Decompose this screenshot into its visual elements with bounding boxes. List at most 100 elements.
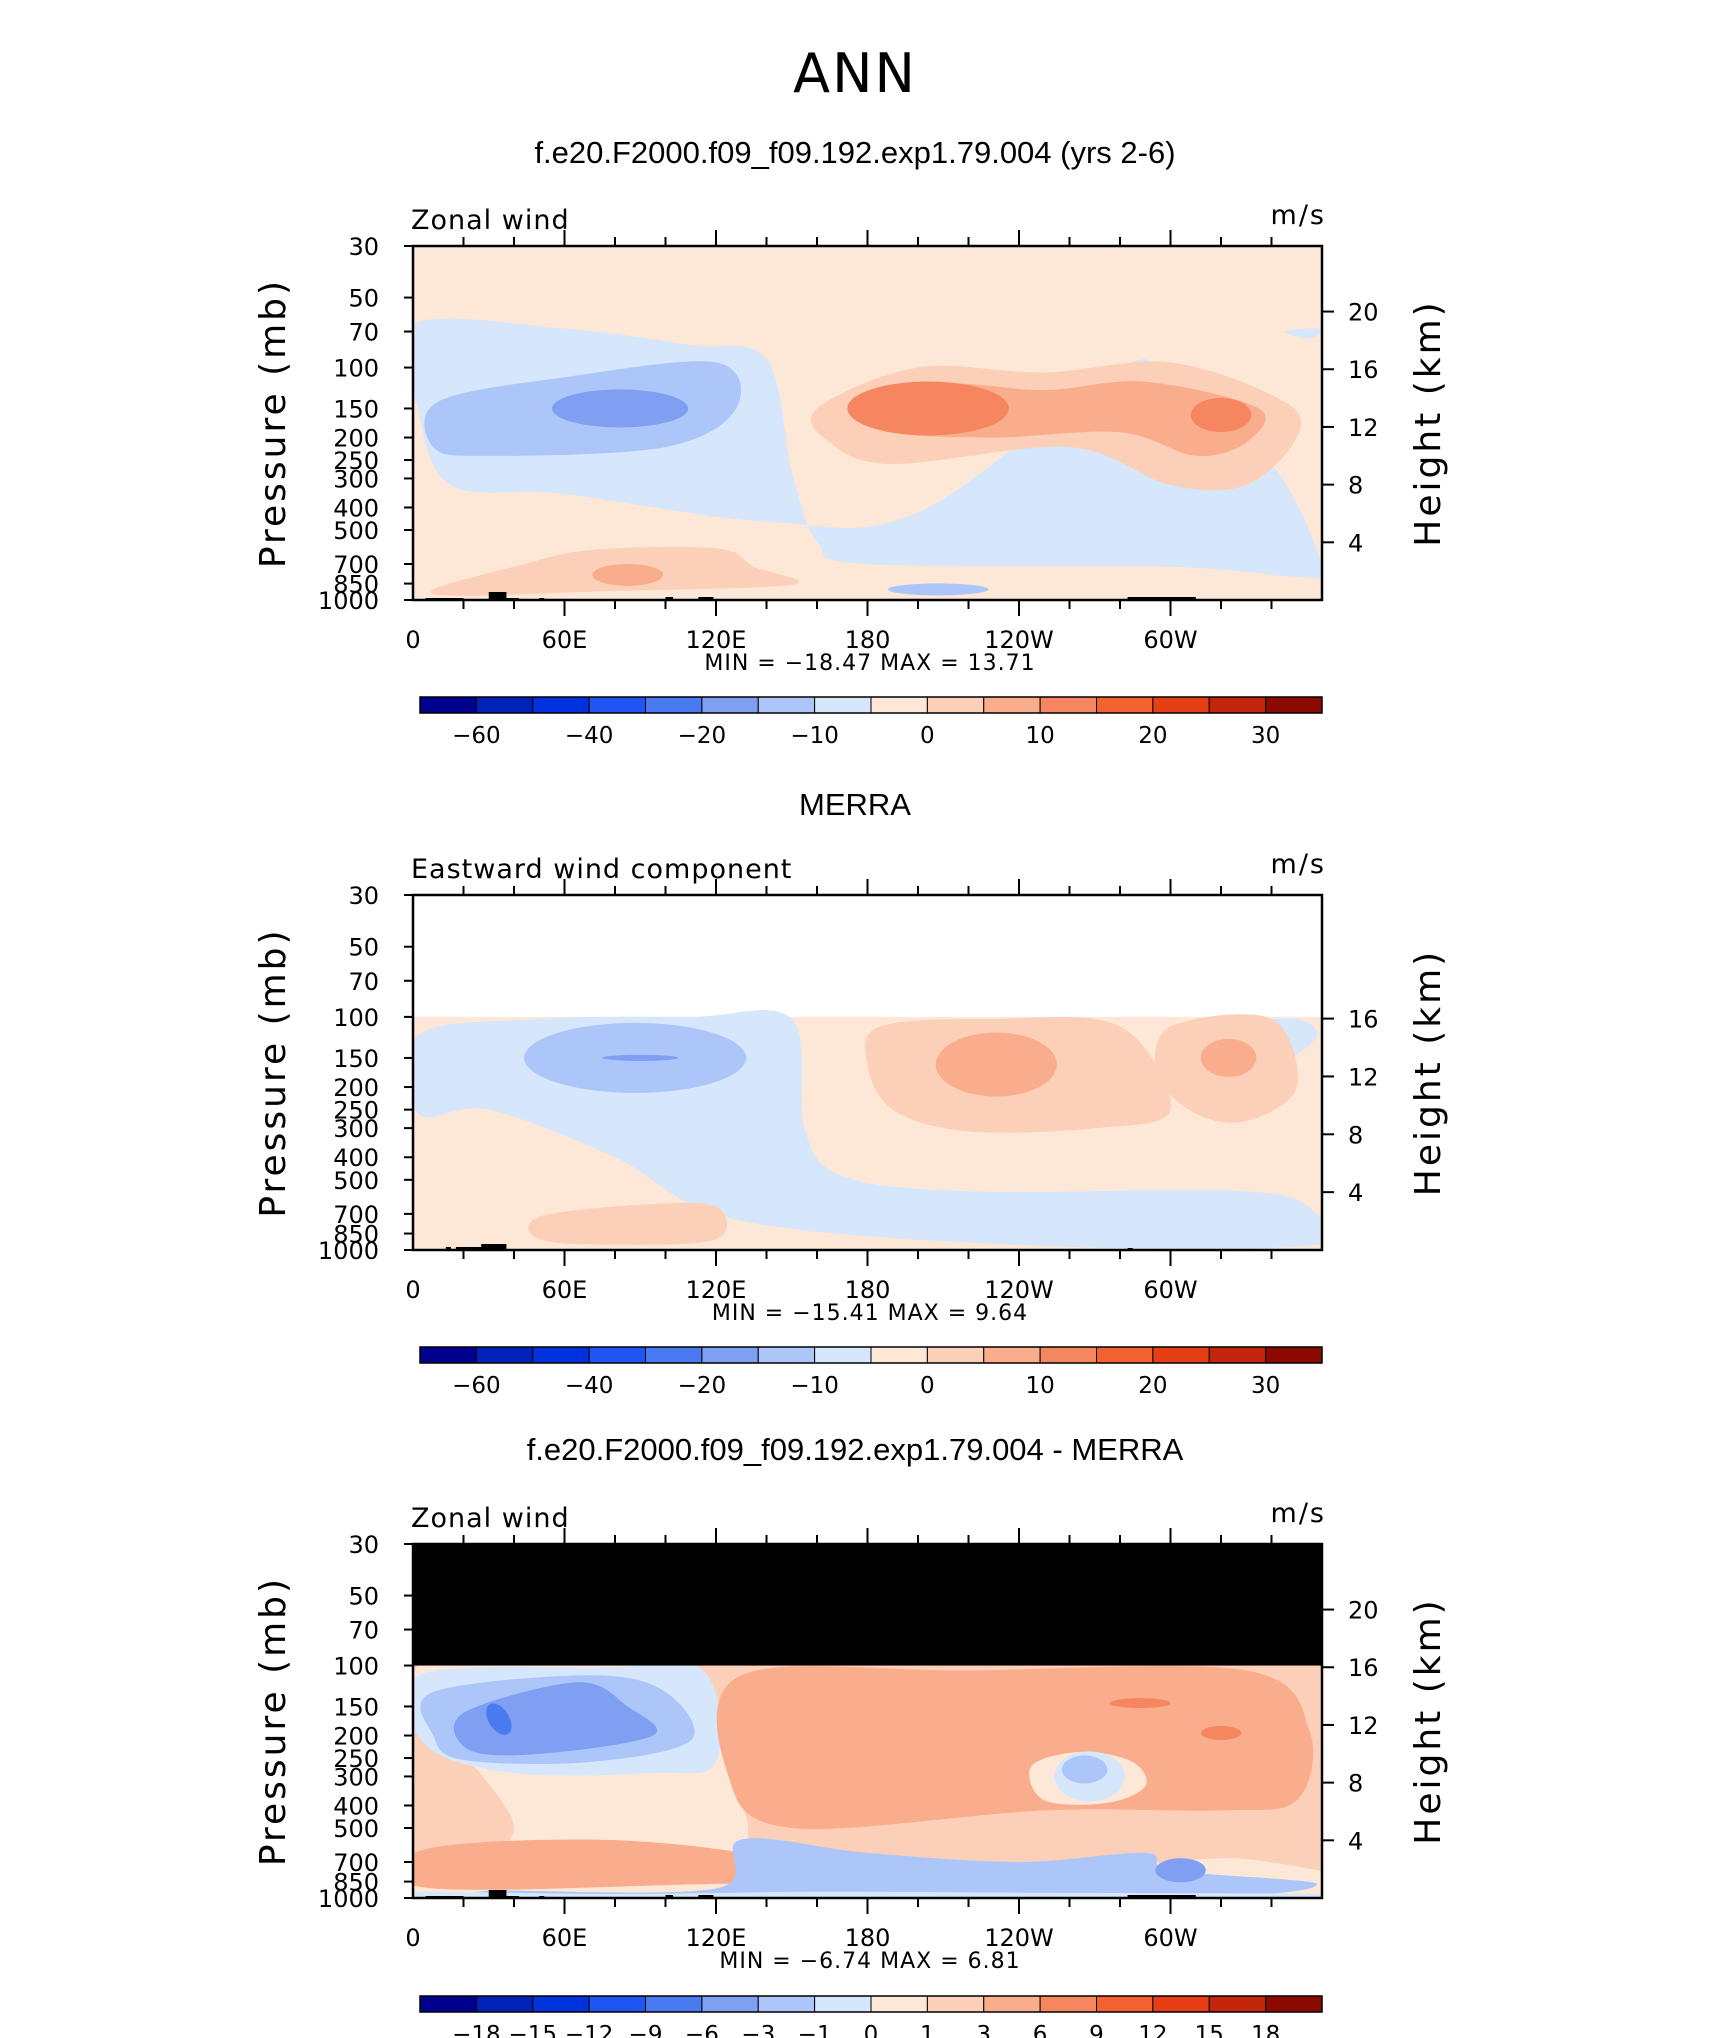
colorbar-frame xyxy=(419,1346,1323,1364)
colorbar-box xyxy=(814,1995,872,2013)
colorbar-box xyxy=(1265,1995,1323,2013)
colorbar-label: −40 xyxy=(565,1373,614,1399)
pressure-tick-label: 850 xyxy=(333,1869,379,1897)
main-title: ANN xyxy=(793,42,917,105)
x-tick-label: 0 xyxy=(405,1924,420,1952)
colorbar-box xyxy=(1039,1346,1097,1364)
chart-panel-1: f.e20.F2000.f09_f09.192.exp1.79.004 (yrs… xyxy=(253,135,1449,749)
min-max-label: MIN = −6.74 MAX = 6.81 xyxy=(719,1949,1020,1974)
min-max-label: MIN = −15.41 MAX = 9.64 xyxy=(712,1301,1028,1326)
colorbar-label: −9 xyxy=(629,2022,663,2038)
missing-region xyxy=(413,1544,1322,1666)
colorbar-box xyxy=(757,1346,816,1364)
colorbar-box xyxy=(588,1995,646,2013)
colorbar-box xyxy=(926,696,985,714)
contour-band-10-15 xyxy=(592,563,663,586)
contour-band-neg15-neg10 xyxy=(551,389,689,428)
height-tick-label: 16 xyxy=(1348,1654,1379,1682)
contour-band-neg3-neg1 xyxy=(1061,1755,1108,1784)
topography-block xyxy=(488,1890,507,1898)
colorbar-box xyxy=(419,1346,477,1364)
right-string: m/s xyxy=(1271,849,1326,880)
colorbar-frame xyxy=(419,696,1323,714)
colorbar-box xyxy=(1152,1346,1210,1364)
y-axis-label: Pressure (mb) xyxy=(253,927,294,1217)
pressure-tick-label: 100 xyxy=(333,1653,379,1681)
x-tick-label: 60E xyxy=(542,626,588,654)
panel-title: f.e20.F2000.f09_f09.192.exp1.79.004 (yrs… xyxy=(534,135,1175,170)
height-tick-label: 12 xyxy=(1348,1712,1379,1740)
colorbar-frame xyxy=(419,1995,1323,2013)
topography-block xyxy=(698,1895,714,1898)
contour-band-6-9 xyxy=(1109,1698,1171,1709)
x-tick-label: 120E xyxy=(686,1924,747,1952)
topography-block xyxy=(1127,1895,1196,1898)
colorbar-box xyxy=(1208,1346,1267,1364)
colorbar-box xyxy=(757,1995,816,2013)
pressure-tick-label: 50 xyxy=(348,1583,379,1611)
colorbar-label: 12 xyxy=(1138,2022,1167,2038)
colorbar-box xyxy=(701,696,759,714)
colorbar-box xyxy=(588,696,646,714)
topography-block xyxy=(481,1244,507,1250)
colorbar-box xyxy=(983,696,1041,714)
topography-block xyxy=(445,1247,451,1250)
missing-region xyxy=(413,895,1322,1017)
colorbar-label: 18 xyxy=(1251,2022,1280,2038)
colorbar-label: 20 xyxy=(1138,1373,1167,1399)
contour-band-10-15 xyxy=(1200,1038,1257,1077)
pressure-tick-label: 400 xyxy=(333,1144,379,1172)
colorbar-label: −1 xyxy=(798,2022,832,2038)
colorbar-label: 30 xyxy=(1251,1373,1280,1399)
pressure-tick-label: 250 xyxy=(333,1745,379,1773)
colorbar-label: −12 xyxy=(565,2022,614,2038)
y-axis-label-right: Height (km) xyxy=(1408,1597,1449,1844)
x-tick-label: 60W xyxy=(1143,1276,1197,1304)
colorbar-box xyxy=(645,1995,703,2013)
colorbar-box xyxy=(1096,1346,1154,1364)
pressure-tick-label: 500 xyxy=(333,1167,379,1195)
colorbar-label: −60 xyxy=(452,723,501,749)
contour-band-5-10 xyxy=(528,1202,728,1245)
colorbar-box xyxy=(588,1346,646,1364)
pressure-tick-label: 30 xyxy=(348,233,379,261)
left-string: Zonal wind xyxy=(411,205,570,236)
x-tick-label: 120E xyxy=(686,626,747,654)
pressure-tick-label: 1000 xyxy=(318,1885,379,1913)
pressure-tick-label: 100 xyxy=(333,355,379,383)
pressure-tick-label: 500 xyxy=(333,1815,379,1843)
colorbar-box xyxy=(1208,696,1267,714)
colorbar-box xyxy=(1096,696,1154,714)
colorbar-box xyxy=(475,1346,534,1364)
contour-band-3-6 xyxy=(413,1839,795,1890)
colorbar-label: 1 xyxy=(920,2022,935,2038)
min-max-label: MIN = −18.47 MAX = 13.71 xyxy=(704,651,1035,676)
pressure-tick-label: 850 xyxy=(333,571,379,599)
x-tick-label: 60E xyxy=(542,1276,588,1304)
colorbar-box xyxy=(983,1995,1041,2013)
colorbar-box xyxy=(870,696,928,714)
colorbar-label: −20 xyxy=(678,1373,727,1399)
height-tick-label: 4 xyxy=(1348,529,1363,557)
x-tick-label: 120W xyxy=(984,626,1054,654)
right-string: m/s xyxy=(1271,1498,1326,1529)
pressure-tick-label: 150 xyxy=(333,1045,379,1073)
colorbar-box xyxy=(645,696,703,714)
colorbar-box xyxy=(983,1346,1041,1364)
pressure-tick-label: 70 xyxy=(348,319,379,347)
pressure-tick-label: 850 xyxy=(333,1221,379,1249)
x-tick-label: 0 xyxy=(405,626,420,654)
contour-band-10-15 xyxy=(935,1032,1057,1097)
pressure-tick-label: 700 xyxy=(333,1201,379,1229)
colorbar-box xyxy=(419,1995,477,2013)
pressure-tick-label: 300 xyxy=(333,465,379,493)
height-tick-label: 4 xyxy=(1348,1179,1363,1207)
colorbar-label: −3 xyxy=(741,2022,775,2038)
left-string: Eastward wind component xyxy=(411,854,792,885)
contour-band-6-9 xyxy=(1200,1726,1242,1740)
pressure-tick-label: 300 xyxy=(333,1763,379,1791)
x-tick-label: 120E xyxy=(686,1276,747,1304)
y-axis-label: Pressure (mb) xyxy=(253,1576,294,1866)
